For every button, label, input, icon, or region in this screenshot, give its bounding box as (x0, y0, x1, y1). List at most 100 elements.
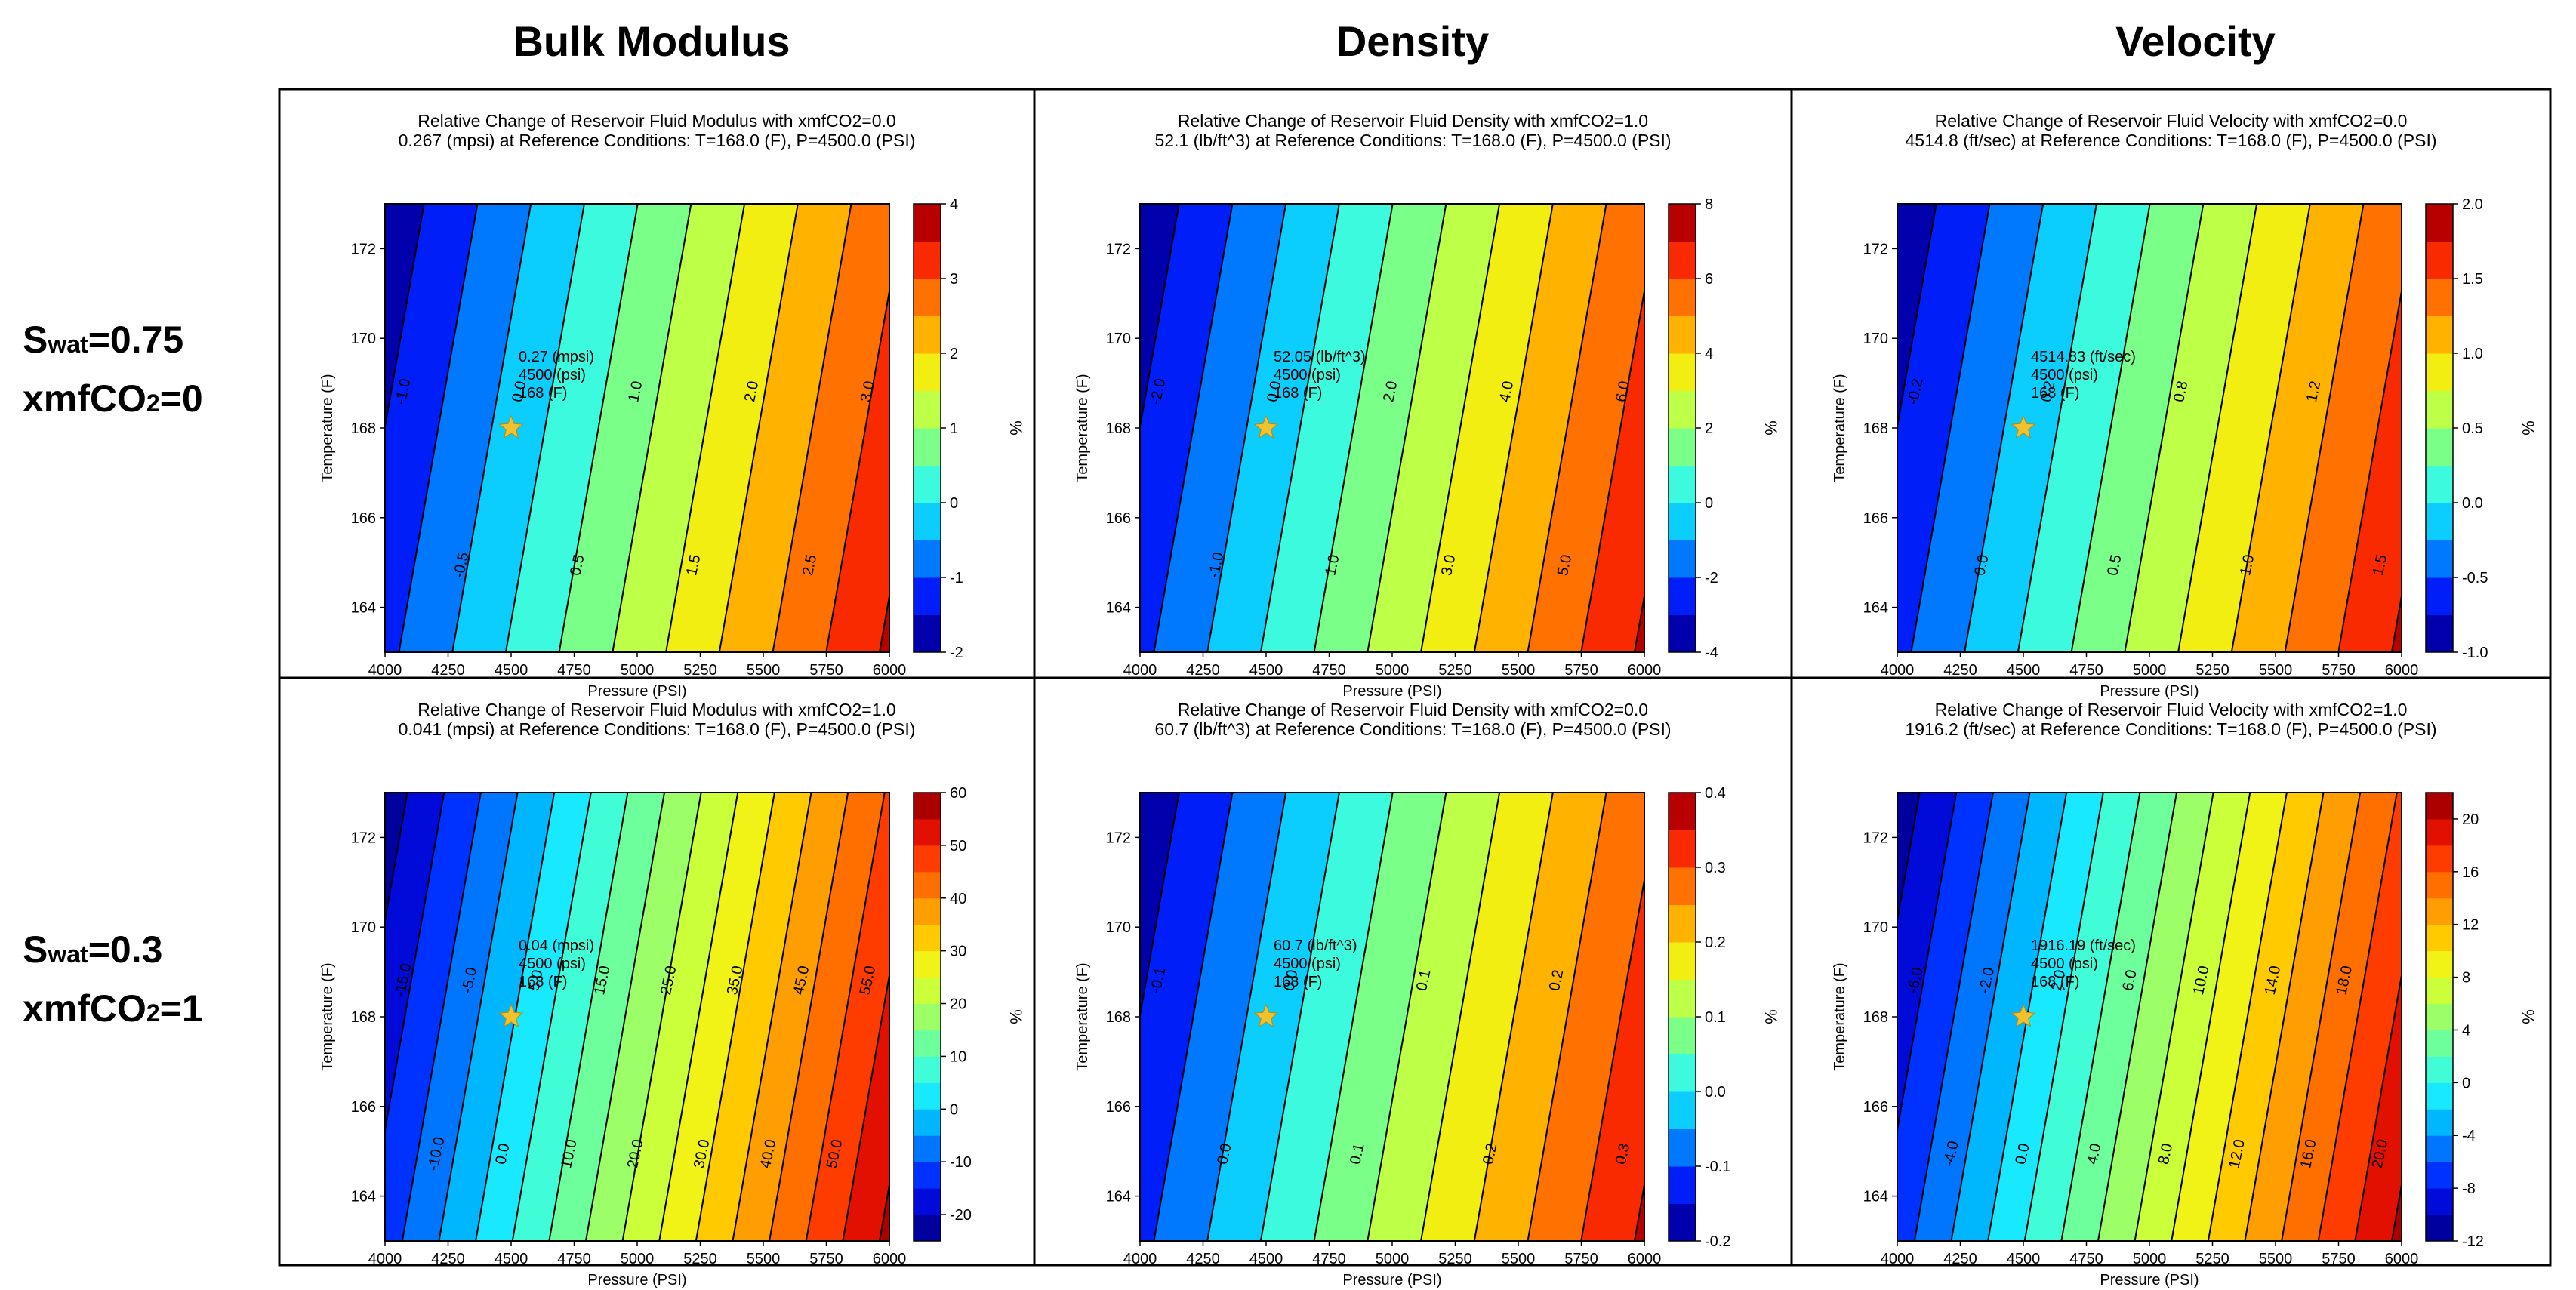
contour-line (842, 971, 889, 1241)
colorbar-segment (914, 353, 941, 391)
reference-annotation: 4500 (psi) (2031, 367, 2098, 383)
chart-title-line1: Relative Change of Reservoir Fluid Veloc… (1935, 111, 2408, 131)
x-tick-label: 5250 (683, 662, 717, 679)
x-tick-label: 5750 (2322, 662, 2356, 679)
colorbar-tick-label: 10 (950, 1048, 966, 1065)
reference-annotation: 4500 (psi) (2031, 956, 2098, 972)
colorbar-segment (1669, 353, 1696, 391)
colorbar-tick-label: 0.1 (1705, 1009, 1726, 1026)
colorbar-segment (2426, 614, 2453, 653)
contour-band (1154, 204, 1286, 652)
x-tick-label: 4500 (1249, 662, 1283, 679)
contour-line (2023, 793, 2104, 1241)
contour-band (2231, 204, 2364, 652)
colorbar-segment (1669, 793, 1696, 830)
colorbar: -4 -2 0 2 4 6 8% (1668, 196, 1780, 661)
y-axis-label: Temperature (F) (319, 374, 336, 482)
contour-line (1897, 793, 1958, 1135)
colorbar-segment (914, 1188, 941, 1215)
x-tick-label: 4000 (1881, 662, 1915, 679)
contour-band (1527, 793, 1644, 1241)
contour-line (2284, 204, 2365, 652)
contour-band (2318, 793, 2402, 1241)
x-axis-label: Pressure (PSI) (1342, 1272, 1441, 1288)
y-tick-label: 168 (351, 420, 376, 437)
colorbar-tick-label: 50 (950, 838, 966, 854)
contour-line (1259, 793, 1340, 1241)
contour-band (385, 204, 424, 427)
chart-de1: Relative Change of Reservoir Fluid Densi… (1074, 111, 1780, 700)
colorbar-segment (914, 390, 941, 429)
x-tick-label: 5750 (2322, 1251, 2356, 1267)
contour-band (612, 204, 745, 652)
reference-star (498, 414, 524, 439)
contour-line (385, 793, 408, 925)
reference-star (1253, 414, 1279, 439)
y-tick-label: 166 (1106, 510, 1131, 527)
contour-line (1964, 204, 2044, 652)
x-axis-label: Pressure (PSI) (2100, 683, 2199, 700)
contour-line (451, 204, 532, 652)
contour-band (2208, 793, 2324, 1241)
x-tick-label: 5000 (621, 662, 655, 679)
colorbar-segment (2426, 1215, 2453, 1242)
colorbar-segment (1669, 1128, 1696, 1167)
x-tick-label: 4500 (2007, 1251, 2041, 1267)
contour-line (1140, 793, 1180, 1021)
x-tick-label: 5250 (2195, 662, 2229, 679)
contour-bands: -0.20.00.20.50.81.01.21.5 (1897, 204, 2402, 652)
colorbar-label: % (1006, 1009, 1025, 1024)
contour-line (1580, 286, 1644, 652)
contour-line (805, 793, 886, 1241)
colorbar-segment (2426, 1109, 2453, 1136)
colorbar-segment (914, 540, 941, 578)
colorbar-tick-label: -1 (950, 570, 963, 587)
colorbar-tick-label: -2 (950, 645, 963, 661)
colorbar-label: % (2519, 1009, 2537, 1024)
chart-title-line2: 1916.2 (ft/sec) at Reference Conditions:… (1905, 719, 2436, 739)
colorbar-segment (2426, 1003, 2453, 1030)
x-axis-label: Pressure (PSI) (2100, 1272, 2199, 1288)
y-tick-label: 170 (1106, 331, 1131, 347)
colorbar-segment (1669, 904, 1696, 943)
contour-line (2281, 793, 2362, 1241)
chart-title-line2: 52.1 (lb/ft^3) at Reference Conditions: … (1154, 131, 1671, 150)
x-tick-label: 5250 (1438, 1251, 1472, 1267)
contour-bands: -15.0-10.0-5.00.05.010.015.020.025.030.0… (385, 793, 889, 1241)
colorbar-segment (2426, 1188, 2453, 1215)
contour-line (772, 204, 852, 652)
contour-band (2355, 975, 2402, 1241)
y-axis-label: Temperature (F) (1832, 374, 1848, 482)
contour-band (1140, 793, 1233, 1241)
contour-line (1367, 793, 1447, 1241)
colorbar-tick-label: 2 (950, 346, 958, 362)
x-tick-label: 4250 (1943, 1251, 1977, 1267)
colorbar-segment (1669, 979, 1696, 1018)
colorbar-segment (2426, 577, 2453, 615)
colorbar-segment (2426, 977, 2453, 1005)
x-tick-label: 4250 (1186, 662, 1220, 679)
reference-annotation: 0.04 (mpsi) (519, 937, 594, 954)
y-tick-label: 168 (1863, 1009, 1888, 1026)
y-tick-label: 164 (1106, 1189, 1131, 1205)
contour-band (1897, 793, 1920, 921)
x-tick-label: 5250 (1438, 662, 1472, 679)
contour-band (2178, 204, 2310, 652)
contour-line (511, 793, 592, 1241)
colorbar-segment (1669, 465, 1696, 503)
chart-bm1: Relative Change of Reservoir Fluid Modul… (319, 111, 1025, 700)
contour-band (2017, 204, 2150, 652)
colorbar-segment (914, 897, 941, 925)
colorbar-label: % (1761, 420, 1780, 436)
contour-band (1911, 204, 2044, 652)
x-tick-label: 5750 (809, 1251, 843, 1267)
colorbar-segment (914, 279, 941, 316)
x-tick-label: 4000 (368, 1251, 402, 1267)
contour-line (1950, 793, 2031, 1241)
contour-band (1951, 793, 2067, 1241)
contour-line (2354, 971, 2402, 1241)
contour-band (1635, 596, 1644, 652)
contour-band (1914, 793, 2030, 1241)
contour-band (1260, 204, 1393, 652)
